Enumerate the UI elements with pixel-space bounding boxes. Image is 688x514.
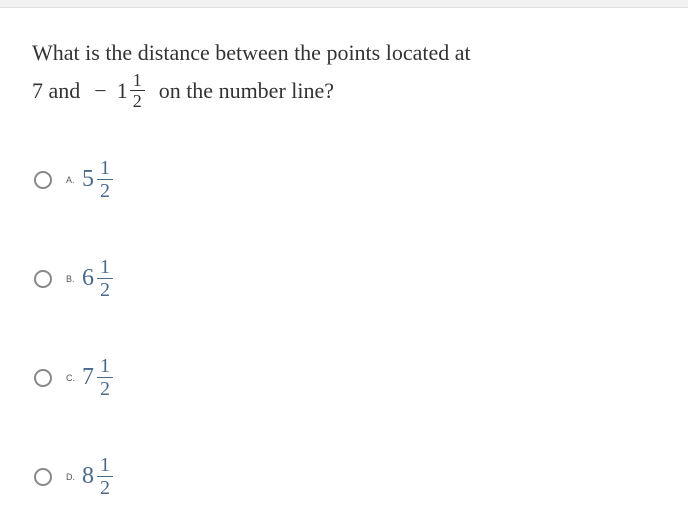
option-numerator: 1 — [97, 455, 113, 476]
option-label: D. — [66, 472, 82, 482]
question-line1-text: What is the distance between the points … — [32, 36, 471, 69]
option-denominator: 2 — [97, 179, 113, 201]
question-denominator: 2 — [130, 90, 145, 110]
option-denominator: 2 — [97, 476, 113, 498]
radio-icon[interactable] — [34, 171, 52, 189]
question-line2-suffix: on the number line? — [159, 74, 334, 107]
option-whole: 8 — [82, 463, 94, 490]
option-numerator: 1 — [97, 257, 113, 278]
option-fraction: 1 2 — [97, 455, 113, 498]
option-fraction: 1 2 — [97, 356, 113, 399]
top-bar — [0, 0, 688, 8]
content-area: What is the distance between the points … — [0, 8, 688, 498]
question-numerator: 1 — [130, 71, 145, 90]
option-fraction: 1 2 — [97, 158, 113, 201]
option-d[interactable]: D. 8 1 2 — [34, 455, 656, 498]
radio-icon[interactable] — [34, 270, 52, 288]
option-value: 8 1 2 — [82, 455, 113, 498]
option-whole: 6 — [82, 265, 94, 292]
question-fraction: 1 2 — [130, 71, 145, 110]
option-a[interactable]: A. 5 1 2 — [34, 158, 656, 201]
option-whole: 5 — [82, 166, 94, 193]
question-whole: 1 — [117, 74, 128, 107]
option-whole: 7 — [82, 364, 94, 391]
radio-icon[interactable] — [34, 369, 52, 387]
question-line-1: What is the distance between the points … — [32, 36, 656, 69]
minus-sign: − — [94, 74, 106, 107]
question-mixed-number: 1 1 2 — [117, 71, 145, 110]
option-value: 6 1 2 — [82, 257, 113, 300]
option-denominator: 2 — [97, 278, 113, 300]
option-c[interactable]: C. 7 1 2 — [34, 356, 656, 399]
option-b[interactable]: B. 6 1 2 — [34, 257, 656, 300]
option-numerator: 1 — [97, 158, 113, 179]
option-denominator: 2 — [97, 377, 113, 399]
option-fraction: 1 2 — [97, 257, 113, 300]
question-line2-prefix: 7 and — [32, 74, 80, 107]
option-numerator: 1 — [97, 356, 113, 377]
options-list: A. 5 1 2 B. 6 1 2 C. — [32, 158, 656, 498]
option-label: B. — [66, 274, 82, 284]
option-value: 5 1 2 — [82, 158, 113, 201]
option-value: 7 1 2 — [82, 356, 113, 399]
question-text: What is the distance between the points … — [32, 36, 656, 110]
question-line-2: 7 and − 1 1 2 on the number line? — [32, 71, 656, 110]
option-label: C. — [66, 373, 82, 383]
option-label: A. — [66, 175, 82, 185]
radio-icon[interactable] — [34, 468, 52, 486]
